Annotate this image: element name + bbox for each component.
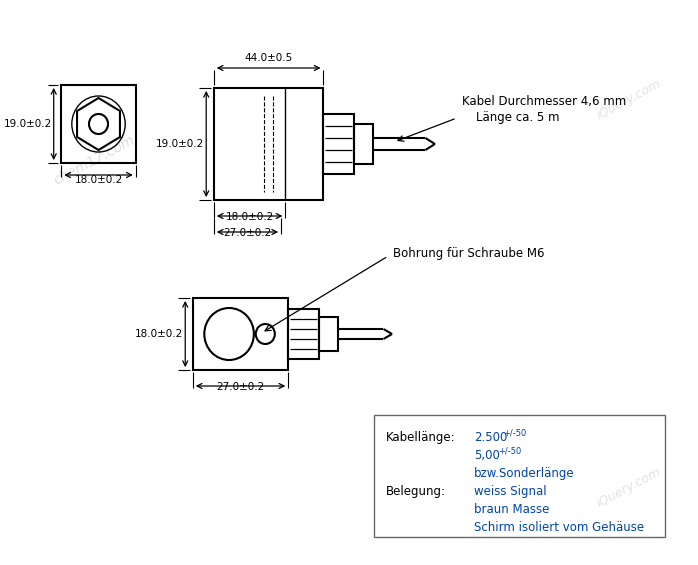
Text: chem17.com: chem17.com — [52, 133, 138, 188]
Bar — [354, 124, 373, 164]
Bar — [319, 317, 338, 351]
Text: braun Masse: braun Masse — [474, 503, 549, 516]
Text: +/-50: +/-50 — [498, 447, 521, 456]
Text: iQuery.com: iQuery.com — [594, 77, 663, 123]
Text: 2.500: 2.500 — [474, 431, 507, 444]
Text: Belegung:: Belegung: — [385, 485, 445, 498]
Text: 5,00: 5,00 — [474, 449, 500, 462]
Text: 18.0±0.2: 18.0±0.2 — [225, 212, 274, 222]
Text: Bohrung für Schraube M6: Bohrung für Schraube M6 — [393, 246, 544, 259]
Text: 27.0±0.2: 27.0±0.2 — [216, 382, 265, 392]
Bar — [288, 309, 319, 359]
Bar — [374, 415, 664, 537]
Bar — [214, 88, 323, 200]
Text: 44.0±0.5: 44.0±0.5 — [244, 53, 292, 63]
Text: iQuery.com: iQuery.com — [594, 466, 663, 510]
Text: Schirm isoliert vom Gehäuse: Schirm isoliert vom Gehäuse — [474, 521, 644, 534]
Bar — [61, 85, 135, 163]
Text: +/-50: +/-50 — [503, 429, 527, 438]
Text: 19.0±0.2: 19.0±0.2 — [156, 139, 205, 149]
Text: weiss Signal: weiss Signal — [474, 485, 547, 498]
Text: 27.0±0.2: 27.0±0.2 — [223, 228, 272, 238]
Text: Kabel Durchmesser 4,6 mm: Kabel Durchmesser 4,6 mm — [461, 95, 626, 108]
Text: 19.0±0.2: 19.0±0.2 — [3, 119, 52, 129]
Text: 18.0±0.2: 18.0±0.2 — [75, 175, 123, 185]
Bar — [193, 298, 288, 370]
Bar — [323, 114, 354, 174]
Text: Länge ca. 5 m: Länge ca. 5 m — [476, 111, 559, 124]
Text: 18.0±0.2: 18.0±0.2 — [135, 329, 184, 339]
Text: Kabellänge:: Kabellänge: — [385, 431, 455, 444]
Text: bzw.Sonderlänge: bzw.Sonderlänge — [474, 467, 574, 480]
